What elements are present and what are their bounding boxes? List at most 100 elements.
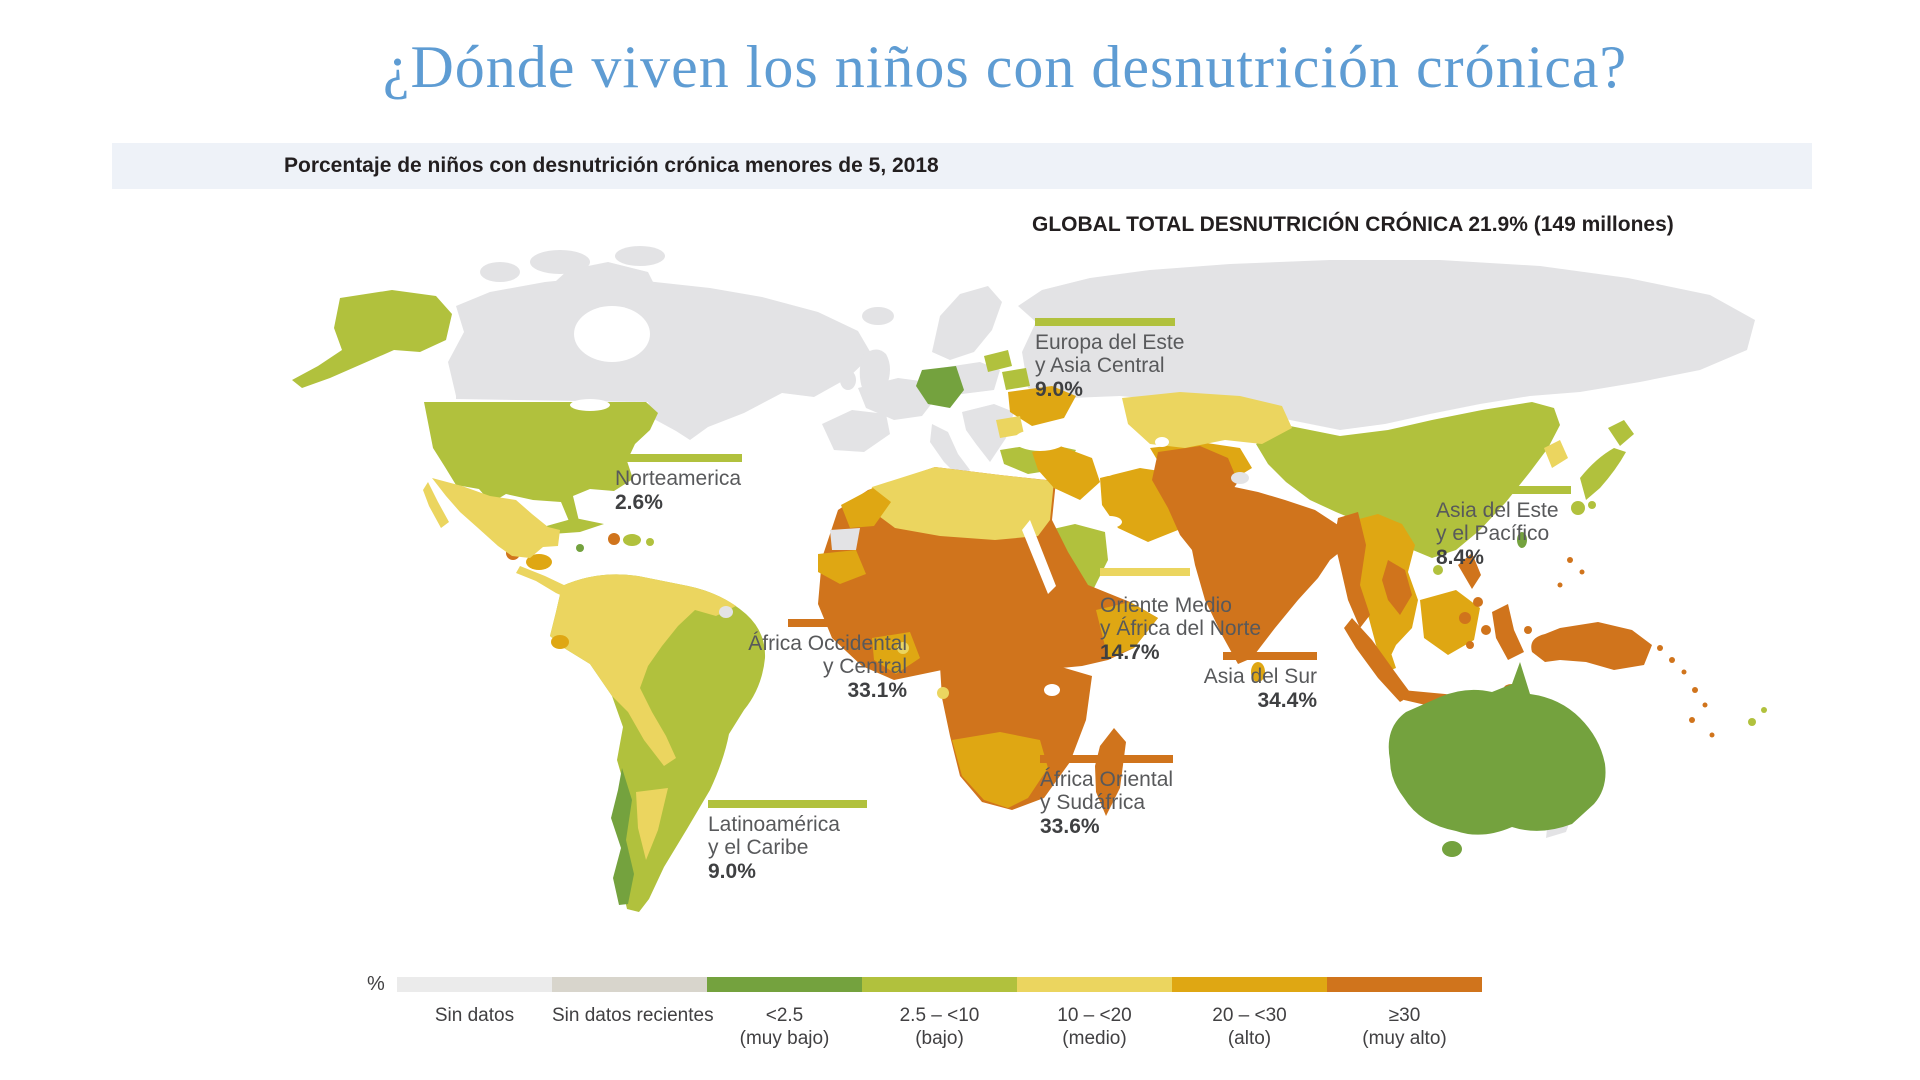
map-japan-honshu [1580,448,1626,500]
map-australia [1388,662,1606,835]
map-laos-cambodia [1382,560,1412,615]
map-sulawesi [1492,604,1524,660]
map-newfoundland [703,389,729,407]
map-mexico [432,478,560,558]
region-label-latinoamerica-caribe: Latinoamérica y el Caribe 9.0% [708,800,867,883]
region-label-asia-del-sur: Asia del Sur 34.4% [1117,652,1317,712]
legend-swatch [1017,977,1172,992]
legend-swatch [397,977,552,992]
map-hainan [1433,565,1443,575]
region-value: 2.6% [615,491,663,514]
region-name: Asia del Este [1436,499,1559,522]
region-color-bar [1223,652,1317,660]
map-baltics [984,350,1012,372]
region-name: y el Caribe [708,836,809,859]
global-total-text: GLOBAL TOTAL DESNUTRICIÓN CRÓNICA 21.9% … [1032,213,1674,236]
map-ireland [840,370,856,390]
region-label-asia-este-pacifico: Asia del Este y el Pacífico 8.4% [1436,486,1571,569]
subtitle-text: Porcentaje de niños con desnutrición cró… [284,154,939,177]
region-color-bar [1100,568,1190,576]
map-fiji [1748,718,1756,726]
map-tasmania [1442,841,1462,857]
map-germany [916,366,964,408]
map-new-guinea [1531,622,1652,670]
map-borneo [1420,590,1480,655]
legend-item-alto: 20 – <30 (alto) [1172,977,1327,1051]
region-color-bar [788,619,907,627]
region-color-bar [708,800,867,808]
map-morocco [841,488,891,528]
map-dominican-republic [623,534,641,546]
region-label-norteamerica: Norteamerica 2.6% [615,454,742,514]
region-label-europa-este-asia-central: Europa del Este y Asia Central 9.0% [1035,318,1184,401]
map-southern-africa [952,732,1048,808]
region-name: y Sudáfrica [1040,791,1146,814]
map-honduras-nicaragua [526,554,552,570]
region-color-bar [1035,318,1175,326]
region-name: y Central [822,655,907,678]
map-french-guiana [719,606,733,618]
map-small-overlays [551,472,1249,649]
legend-item-sin-datos: Sin datos [397,977,552,1051]
page-title: ¿Dónde viven los niños con desnutrición … [382,34,1628,100]
map-yemen [1046,590,1090,614]
region-value: 33.6% [1040,815,1100,838]
map-mauritania-senegal [818,550,866,584]
map-china [1256,402,1560,558]
legend-swatch [862,977,1017,992]
region-value: 34.4% [1257,689,1317,712]
map-iberia [822,410,890,452]
legend-swatch [552,977,707,992]
region-name: Europa del Este [1035,331,1185,354]
map-red-sea [1022,520,1056,594]
region-name: África Oriental [1040,768,1174,791]
map-balkans [962,404,1014,462]
map-north-africa-band [868,467,1054,540]
map-no-data-regions [448,246,1755,838]
map-sri-lanka [1251,662,1265,682]
map-ukraine [1008,386,1076,426]
map-gabon-spot [937,687,949,699]
region-value: 9.0% [1035,378,1083,401]
map-kazakhstan [1122,392,1292,448]
region-name: África Occidental [748,632,907,655]
map-france [858,378,936,420]
map-muy-alto-regions [506,446,1715,738]
region-label-oriente-medio-africa-norte: Oriente Medio y África del Norte 14.7% [1100,568,1261,664]
region-name: Asia del Sur [1203,665,1317,688]
legend-swatch [1327,977,1482,992]
map-kashmir [1231,472,1249,484]
map-jamaica [576,544,584,552]
map-aral-sea [1155,437,1169,447]
map-japan-hokkaido [1608,420,1634,446]
map-baja-california [423,482,449,528]
map-ghana-ivory-coast [872,632,920,674]
region-value: 8.4% [1436,546,1484,569]
subtitle-band: Porcentaje de niños con desnutrición cró… [112,143,1812,189]
map-iraq-syria [1032,446,1100,500]
region-value: 14.7% [1100,641,1160,664]
legend-unit-label: % [367,973,385,995]
map-scandinavia [932,286,1002,360]
map-alaska [292,290,452,388]
map-haiti [608,533,620,545]
map-usa [424,402,658,526]
map-great-lakes [570,399,610,411]
region-name: y Asia Central [1035,354,1165,377]
legend-item-bajo: 2.5 – <10 (bajo) [862,977,1017,1051]
map-somalia-horn [1096,602,1158,658]
map-belarus [1002,368,1030,390]
region-color-bar [615,454,742,462]
region-name: Norteamerica [615,467,742,490]
map-myanmar [1334,512,1370,628]
map-western-sahara [830,528,860,550]
legend-swatch [1172,977,1327,992]
region-name: y el Pacífico [1436,522,1550,545]
map-chile [611,768,634,905]
map-persian-gulf [1098,516,1122,528]
legend-item-muy-bajo: <2.5 (muy bajo) [707,977,862,1051]
legend: % Sin datos Sin datos recientes <2.5 (mu… [367,973,1482,1051]
